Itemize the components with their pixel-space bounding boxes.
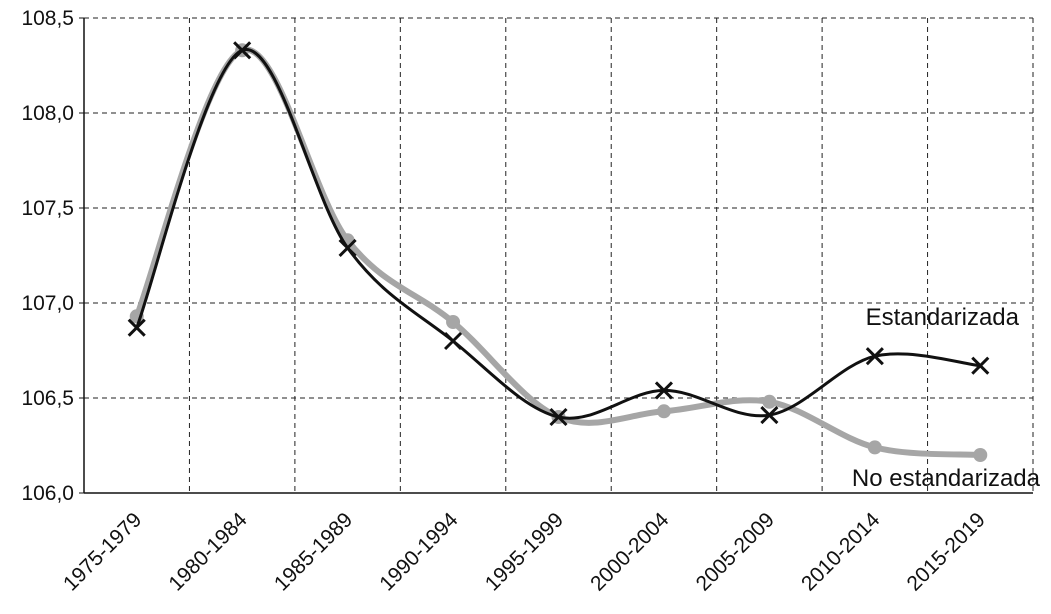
series-group (127, 41, 990, 462)
x-marker-stroke (549, 407, 568, 427)
x-axis-ticks: 1975-1979 1980-1984 1985-1989 1990-1994 1995… (59, 508, 990, 596)
x-marker-stroke (654, 381, 674, 400)
axes (83, 18, 1033, 494)
x-marker-stroke (865, 347, 884, 366)
x-marker-stroke (971, 356, 990, 375)
label-estandarizada: Estandarizada (866, 304, 1020, 331)
y-tick-label: 108,0 (21, 102, 74, 125)
data-point-no-estandarizada (867, 440, 882, 455)
label-no-estandarizada: No estandarizada (852, 465, 1041, 492)
data-point-estandarizada (338, 238, 357, 257)
data-point-estandarizada (654, 381, 674, 400)
data-point-no-estandarizada (446, 315, 461, 329)
data-point-estandarizada (865, 347, 884, 366)
x-tick-label: 1980-1984 (164, 508, 252, 596)
x-marker-stroke (760, 406, 779, 425)
x-tick-label: 1990-1994 (375, 508, 463, 596)
x-marker-stroke (338, 238, 357, 257)
y-axis-ticks: 106,0 106,5 107,0 107,5 108,0 108,5 (21, 7, 84, 505)
series-line-estandarizada (135, 48, 982, 420)
y-tick-label: 107,5 (21, 197, 74, 220)
data-point-estandarizada (233, 41, 252, 60)
y-tick-label: 106,5 (21, 387, 74, 410)
grid (84, 17, 1034, 493)
x-marker-stroke (443, 331, 463, 351)
series-line-no-estandarizada (133, 46, 984, 458)
x-tick-label: 2010-2014 (797, 508, 885, 596)
x-tick-label: 2015-2019 (903, 508, 990, 595)
series-labels: Estandarizada No estandarizada (852, 304, 1041, 492)
x-tick-label: 1995-1999 (481, 508, 568, 595)
data-point-estandarizada (443, 331, 463, 351)
x-marker-stroke (127, 318, 146, 337)
x-tick-label: 1985-1989 (270, 508, 357, 595)
data-point-estandarizada (127, 318, 146, 337)
y-tick-label: 108,5 (21, 7, 74, 30)
x-tick-label: 1975-1979 (59, 508, 146, 595)
y-tick-label: 106,0 (21, 482, 74, 505)
x-tick-label: 2000-2004 (586, 508, 674, 596)
data-point-no-estandarizada (656, 404, 671, 419)
data-point-estandarizada (971, 356, 990, 375)
data-point-no-estandarizada (973, 448, 988, 462)
data-point-estandarizada (549, 407, 568, 427)
y-tick-label: 107,0 (21, 292, 74, 315)
data-point-no-estandarizada (762, 394, 777, 409)
x-marker-stroke (233, 41, 252, 60)
data-point-estandarizada (760, 406, 779, 425)
x-tick-label: 2005-2009 (692, 508, 779, 595)
